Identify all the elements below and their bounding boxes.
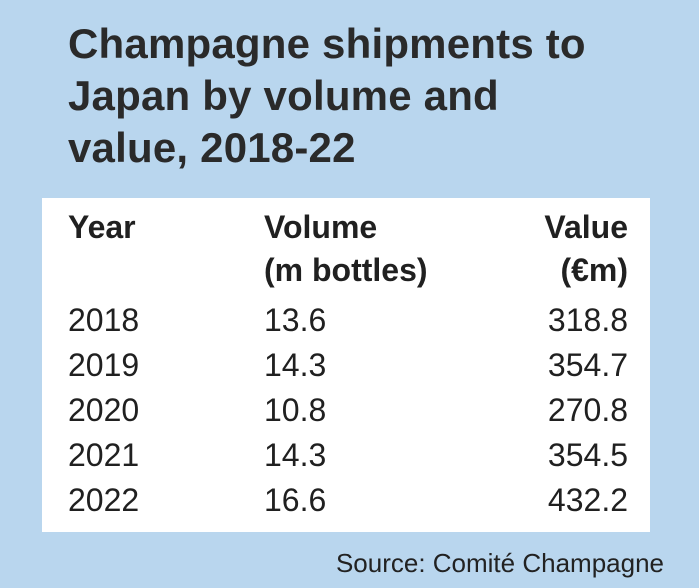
source-note: Source: Comité Champagne [335,548,664,578]
table-cell-year: 2020 [68,392,140,428]
table-cell-volume: 13.6 [264,302,327,338]
column-header-value-line-1: Value [544,209,628,245]
chart-title-line-3: value, 2018-22 [68,124,356,171]
table-row: 2021 14.3 354.5 [68,433,628,478]
data-table-container: Year Volume (m bottles) Value (€m) 2018 … [42,198,650,532]
table-cell-year: 2019 [68,347,140,383]
chart-title-line-1: Champagne shipments to [68,20,586,67]
column-header-volume: Volume (m bottles) [264,206,494,298]
table-cell-volume: 10.8 [264,392,327,428]
table-cell-year: 2018 [68,302,140,338]
table-cell-value: 354.7 [547,347,628,383]
table-row: 2020 10.8 270.8 [68,388,628,433]
column-header-value-line-2: (€m) [560,252,628,288]
table-row: 2018 13.6 318.8 [68,298,628,343]
column-header-volume-line-2: (m bottles) [264,252,428,288]
column-header-value: Value (€m) [494,206,628,298]
table-row: 2022 16.6 432.2 [68,478,628,523]
table-cell-value: 354.5 [547,437,628,473]
shipments-table: Year Volume (m bottles) Value (€m) 2018 … [68,206,628,523]
table-cell-year: 2022 [68,482,140,518]
table-cell-volume: 14.3 [264,347,327,383]
chart-title: Champagne shipments to Japan by volume a… [68,18,668,174]
table-row: 2019 14.3 354.7 [68,343,628,388]
table-cell-volume: 14.3 [264,437,327,473]
chart-title-line-2: Japan by volume and [68,72,499,119]
table-header-row: Year Volume (m bottles) Value (€m) [68,206,628,298]
table-cell-value: 270.8 [547,392,628,428]
column-header-year-line-1: Year [68,209,136,245]
table-cell-year: 2021 [68,437,140,473]
table-cell-value: 318.8 [547,302,628,338]
table-cell-volume: 16.6 [264,482,327,518]
column-header-year: Year [68,206,264,298]
column-header-volume-line-1: Volume [264,209,378,245]
table-cell-value: 432.2 [547,482,628,518]
